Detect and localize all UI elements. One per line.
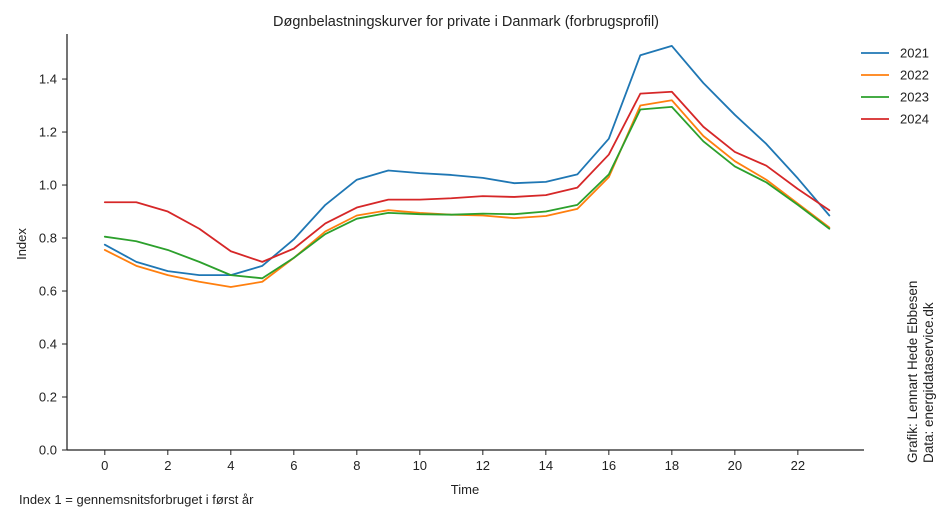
y-tick-label: 0.6 (39, 284, 57, 299)
chart-title: Døgnbelastningskurver for private i Danm… (273, 14, 659, 30)
series-line-2021 (103, 45, 831, 277)
x-tick-label: 14 (539, 458, 553, 473)
legend-label-2021: 2021 (900, 46, 929, 61)
y-tick-label: 1.0 (39, 178, 57, 193)
series-lines (103, 45, 831, 288)
x-tick-label: 6 (290, 458, 297, 473)
y-tick-label: 1.2 (39, 125, 57, 140)
y-tick-label: 0.8 (39, 231, 57, 246)
legend: 2021 2022 2023 2024 (861, 46, 929, 127)
x-tick-label: 22 (791, 458, 805, 473)
legend-label-2022: 2022 (900, 68, 929, 83)
x-tick-label: 10 (413, 458, 427, 473)
legend-label-2023: 2023 (900, 90, 929, 105)
footnote: Index 1 = gennemsnitsforbruget i først å… (19, 492, 254, 507)
credit-source: Data: energidataservice.dk (921, 302, 936, 463)
x-tick-label: 8 (353, 458, 360, 473)
x-tick-label: 18 (665, 458, 679, 473)
series-line-2024 (103, 90, 831, 263)
y-tick-label: 0.4 (39, 337, 57, 352)
y-axis-label: Index (14, 228, 29, 260)
x-tick-label: 0 (101, 458, 108, 473)
x-tick-label: 16 (602, 458, 616, 473)
x-tick-label: 12 (476, 458, 490, 473)
x-axis-label: Time (451, 482, 479, 497)
x-tick-label: 4 (227, 458, 234, 473)
credit-author: Grafik: Lennart Hede Ebbesen (905, 281, 920, 463)
legend-label-2024: 2024 (900, 112, 929, 127)
x-axis-ticks: 0 2 4 6 8 10 12 14 16 18 20 22 (101, 450, 805, 473)
y-tick-label: 0.2 (39, 390, 57, 405)
y-axis-ticks: 0.0 0.2 0.4 0.6 0.8 1.0 1.2 1.4 (39, 72, 67, 458)
series-line-2022 (103, 99, 831, 288)
y-tick-label: 1.4 (39, 72, 57, 87)
y-tick-label: 0.0 (39, 443, 57, 458)
series-line-2023 (103, 105, 831, 280)
x-tick-label: 20 (728, 458, 742, 473)
x-tick-label: 2 (164, 458, 171, 473)
